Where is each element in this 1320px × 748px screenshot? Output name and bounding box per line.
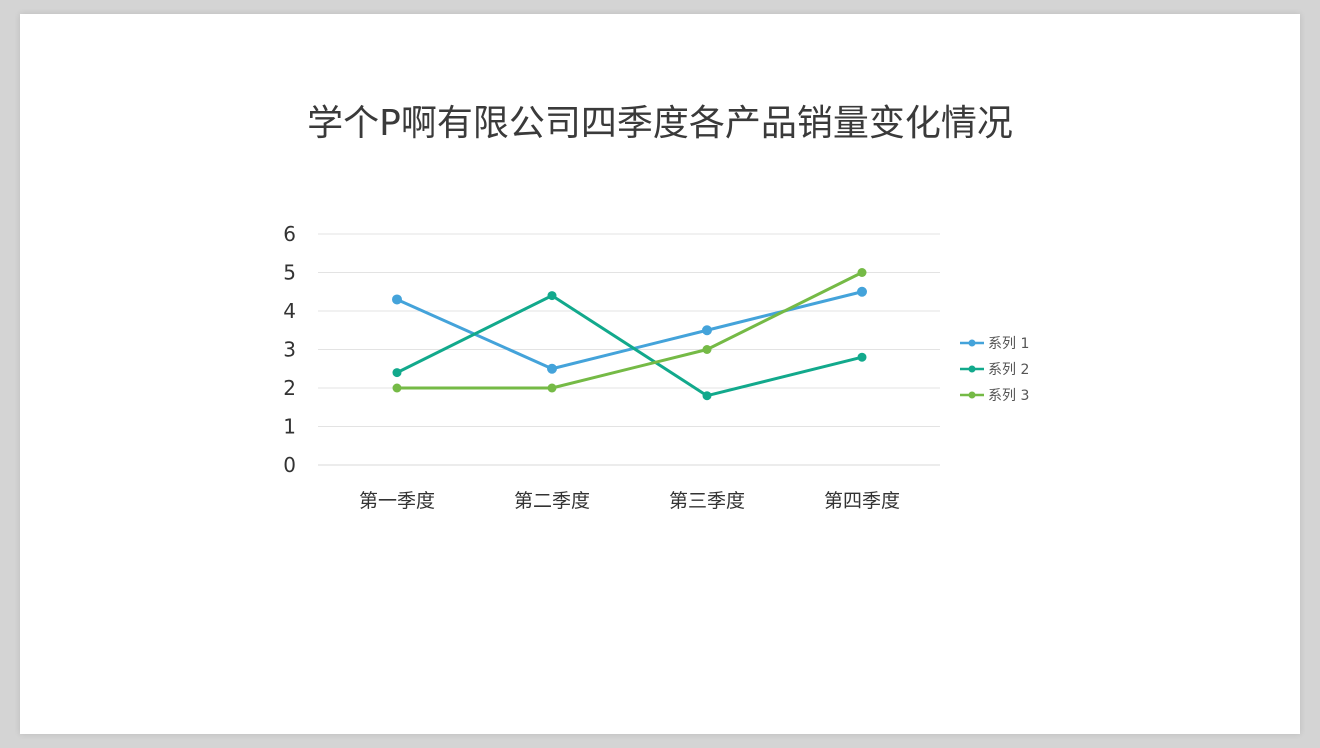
legend: 系列 1 系列 2 系列 3 — [960, 336, 1029, 404]
legend-label: 系列 1 — [988, 336, 1029, 352]
data-point — [547, 383, 557, 393]
data-point — [857, 352, 867, 362]
x-axis: 第一季度 第二季度 第三季度 第四季度 — [359, 490, 900, 512]
chart-title: 学个P啊有限公司四季度各产品销量变化情况 — [307, 103, 1013, 144]
y-tick-label: 3 — [283, 338, 296, 362]
legend-label: 系列 2 — [988, 362, 1029, 378]
x-tick-label: 第一季度 — [359, 490, 435, 512]
y-tick-label: 6 — [283, 222, 296, 246]
series-line — [395, 294, 864, 398]
data-point — [392, 294, 402, 305]
y-tick-label: 0 — [283, 453, 296, 477]
x-tick-label: 第三季度 — [669, 490, 745, 512]
data-point — [702, 391, 712, 401]
legend-marker — [968, 339, 976, 347]
data-point — [392, 368, 402, 378]
y-tick-label: 2 — [283, 376, 296, 400]
x-tick-label: 第二季度 — [514, 490, 590, 512]
series-line — [395, 290, 864, 371]
legend-label: 系列 3 — [988, 388, 1029, 404]
data-point — [857, 286, 867, 297]
series-line — [395, 271, 864, 390]
data-point — [547, 291, 557, 301]
data-point — [857, 268, 867, 277]
y-tick-label: 4 — [283, 299, 296, 323]
slide: 学个P啊有限公司四季度各产品销量变化情况 — [20, 14, 1300, 734]
legend-marker — [968, 365, 976, 373]
x-tick-label: 第四季度 — [824, 490, 900, 512]
series-lines — [392, 268, 867, 401]
y-axis: 0 1 2 3 4 5 6 — [283, 222, 296, 477]
legend-marker — [968, 391, 976, 399]
data-point — [702, 345, 712, 354]
data-point — [702, 325, 712, 336]
data-point — [547, 363, 557, 374]
y-tick-label: 5 — [283, 261, 296, 285]
y-tick-label: 1 — [283, 415, 296, 439]
data-point — [392, 383, 402, 393]
